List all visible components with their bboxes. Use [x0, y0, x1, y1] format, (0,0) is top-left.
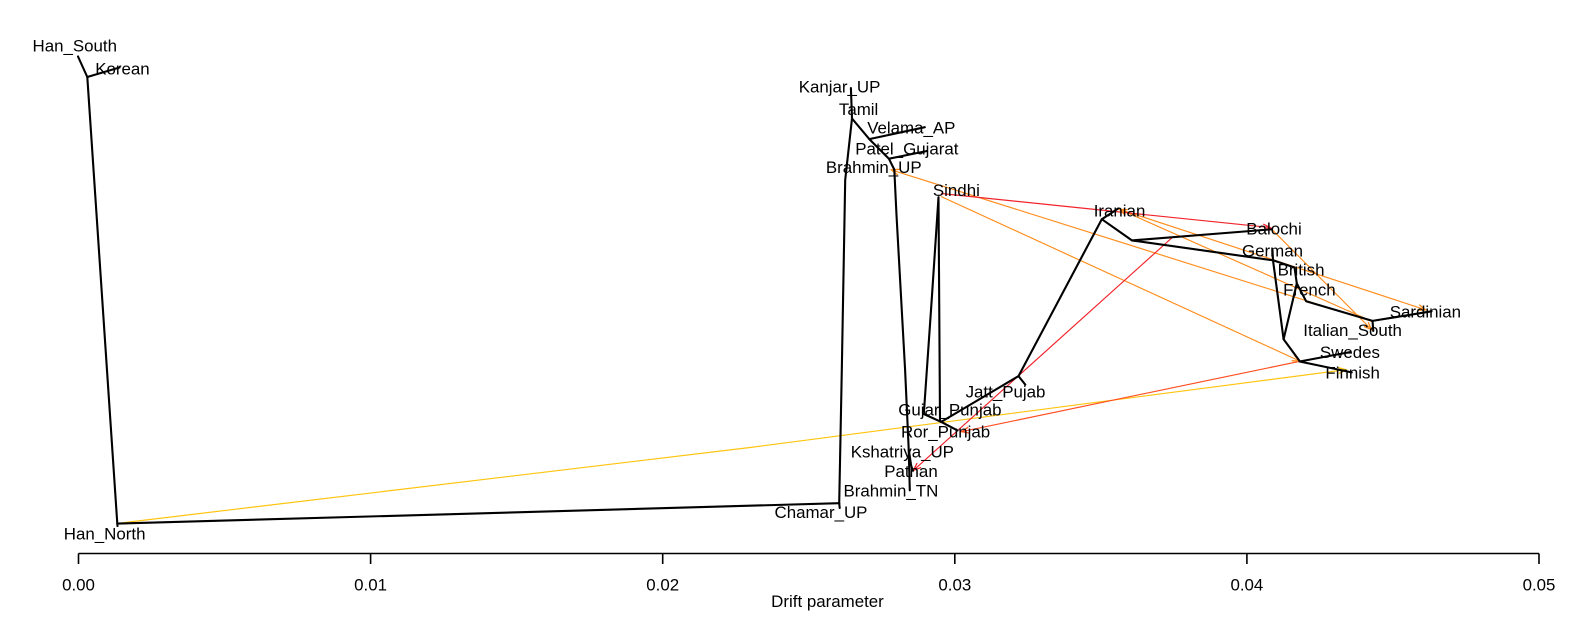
svg-text:Pathan: Pathan	[884, 462, 938, 481]
svg-text:German: German	[1242, 241, 1303, 260]
svg-text:Chamar_UP: Chamar_UP	[775, 503, 868, 522]
svg-text:Patel_Gujarat: Patel_Gujarat	[855, 139, 959, 158]
svg-text:Iranian: Iranian	[1094, 202, 1146, 221]
svg-text:0.03: 0.03	[938, 576, 971, 595]
svg-text:Korean: Korean	[95, 60, 149, 79]
svg-text:Han_North: Han_North	[64, 525, 146, 544]
svg-text:Sardinian: Sardinian	[1390, 303, 1461, 322]
svg-text:Velama_AP: Velama_AP	[867, 119, 955, 138]
svg-text:French: French	[1283, 281, 1336, 300]
svg-text:0.05: 0.05	[1523, 576, 1556, 595]
svg-text:Gujar_Punjab: Gujar_Punjab	[898, 400, 1001, 419]
svg-text:0.01: 0.01	[354, 576, 387, 595]
svg-text:0.02: 0.02	[646, 576, 679, 595]
svg-text:Ror_Punjab: Ror_Punjab	[901, 423, 990, 442]
svg-text:Brahmin_UP: Brahmin_UP	[826, 158, 922, 177]
svg-text:Tamil: Tamil	[839, 100, 878, 119]
svg-text:Jatt_Pujab: Jatt_Pujab	[966, 382, 1046, 401]
svg-text:Sindhi: Sindhi	[933, 181, 980, 200]
svg-text:British: British	[1278, 260, 1325, 279]
svg-text:Drift parameter: Drift parameter	[771, 592, 884, 611]
svg-text:Brahmin_TN: Brahmin_TN	[844, 481, 939, 500]
svg-text:Balochi: Balochi	[1246, 219, 1301, 238]
svg-text:0.04: 0.04	[1230, 576, 1263, 595]
svg-text:Kanjar_UP: Kanjar_UP	[799, 77, 881, 96]
svg-text:0.00: 0.00	[62, 576, 95, 595]
svg-text:Kshatriya_UP: Kshatriya_UP	[851, 442, 954, 461]
svg-text:Han_South: Han_South	[33, 36, 118, 55]
svg-text:Finnish: Finnish	[1325, 363, 1379, 382]
svg-text:Swedes: Swedes	[1320, 343, 1380, 362]
svg-text:Italian_South: Italian_South	[1303, 321, 1402, 340]
